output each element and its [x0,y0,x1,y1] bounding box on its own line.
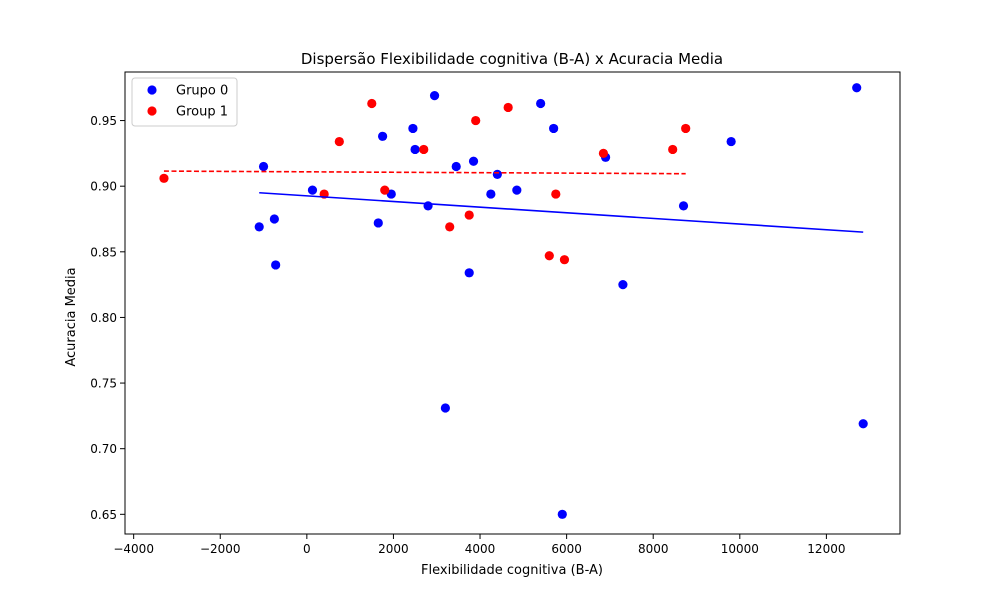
point-grupo0-2 [269,214,279,224]
point-group1-4 [380,185,390,195]
point-grupo0-20 [549,123,559,134]
point-group1-8 [471,115,481,126]
point-grupo0-15 [468,156,479,166]
legend: Grupo 0 Group 1 [131,77,238,127]
x-tick-label-2: 0 [303,542,311,556]
point-grupo0-9 [410,144,420,155]
y-tick-label-4: 0.85 [90,245,117,259]
chart-title: Dispersão Flexibilidade cognitiva (B-A) … [301,50,723,68]
point-grupo0-4 [307,185,318,195]
y-tick-label-6: 0.95 [90,114,117,128]
plot-area [124,71,901,535]
y-axis-label: Acuracia Media [64,267,79,366]
point-grupo0-18 [512,185,522,195]
point-group1-11 [551,189,561,199]
legend-marker-0 [147,85,157,95]
y-tick-label-2: 0.75 [90,377,117,391]
y-axis: 0.65 0.70 0.75 0.80 0.85 0.90 0.95 [90,114,125,522]
point-group1-9 [503,102,513,113]
point-group1-15 [681,123,691,134]
point-grupo0-1 [258,161,269,172]
point-grupo0-16 [486,189,496,199]
point-grupo0-0 [254,222,264,232]
y-tick-label-3: 0.80 [90,311,117,325]
point-grupo0-11 [429,91,440,101]
point-grupo0-3 [271,260,281,270]
y-tick-label-1: 0.70 [90,442,117,456]
x-axis: −4000 −2000 0 2000 4000 6000 8000 10000 12000 [113,534,845,556]
x-tick-label-3: 2000 [378,542,409,556]
plot-frame [124,71,901,535]
point-group1-7 [464,210,474,220]
point-grupo0-17 [492,169,502,179]
x-tick-label-6: 8000 [638,542,669,556]
x-tick-label-5: 6000 [551,542,582,556]
x-tick-label-1: −2000 [200,542,241,556]
point-group1-5 [419,144,429,155]
legend-label-0: Grupo 0 [176,84,228,99]
point-grupo0-10 [423,201,433,211]
x-axis-label: Flexibilidade cognitiva (B-A) [421,563,603,578]
legend-box [131,77,238,127]
x-tick-label-0: −4000 [113,542,154,556]
trend-line-group1 [163,170,686,175]
x-tick-label-8: 12000 [807,542,845,556]
trend-line-grupo0 [259,191,864,233]
point-group1-10 [544,251,554,261]
point-grupo0-23 [618,280,628,290]
point-group1-12 [559,255,570,265]
point-grupo0-13 [451,161,461,172]
point-grupo0-26 [852,83,862,93]
x-tick-label-7: 10000 [721,542,759,556]
point-grupo0-6 [378,131,388,141]
point-grupo0-14 [464,268,474,278]
point-group1-6 [445,222,455,232]
legend-label-1: Group 1 [176,105,228,120]
point-group1-13 [598,148,609,158]
point-grupo0-19 [536,98,546,109]
point-group1-14 [668,144,678,155]
point-grupo0-24 [678,201,689,211]
y-tick-label-5: 0.90 [90,180,117,194]
point-group1-0 [159,173,169,183]
point-grupo0-25 [726,136,736,147]
point-grupo0-21 [557,509,567,519]
point-grupo0-8 [408,123,418,134]
point-grupo0-27 [858,419,868,429]
y-tick-label-0: 0.65 [90,508,117,522]
point-group1-3 [367,98,377,109]
legend-marker-1 [147,106,157,116]
point-grupo0-5 [373,218,383,228]
x-tick-label-4: 4000 [465,542,496,556]
point-group1-2 [334,136,344,147]
point-grupo0-12 [440,403,450,413]
